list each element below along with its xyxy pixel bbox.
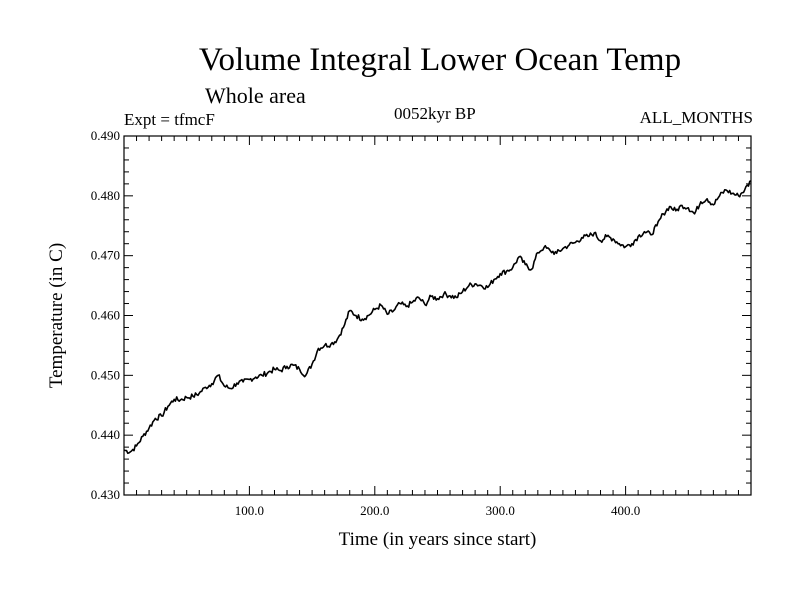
- y-tick-label: 0.480: [91, 188, 120, 203]
- y-tick-label: 0.490: [91, 128, 120, 143]
- chart-subtitle: Whole area: [205, 83, 306, 108]
- plot-frame: [123, 135, 752, 496]
- x-tick-label: 100.0: [235, 503, 264, 518]
- y-tick-label: 0.450: [91, 367, 120, 382]
- months-label: ALL_MONTHS: [639, 108, 753, 127]
- plot-area: [123, 135, 752, 496]
- y-tick-label: 0.460: [91, 308, 120, 323]
- x-tick-label: 400.0: [611, 503, 640, 518]
- tick-marks: [124, 135, 751, 496]
- y-tick-label: 0.470: [91, 248, 120, 263]
- experiment-label: Expt = tfmcF: [124, 110, 215, 129]
- period-label: 0052kyr BP: [394, 104, 476, 123]
- x-tick-label: 300.0: [486, 503, 515, 518]
- tick-labels: 100.0 200.0 300.0 400.0 0.430 0.440 0.450 0.460…: [91, 128, 640, 518]
- series-group: [123, 180, 752, 455]
- y-axis-title: Temperature (in C): [46, 243, 67, 388]
- x-axis-title: Time (in years since start): [339, 529, 537, 550]
- chart-title: Volume Integral Lower Ocean Temp: [198, 42, 682, 78]
- y-tick-label: 0.440: [91, 427, 120, 442]
- y-tick-label: 0.430: [91, 487, 120, 502]
- temperature-series-line: [123, 180, 752, 455]
- x-tick-label: 200.0: [360, 503, 389, 518]
